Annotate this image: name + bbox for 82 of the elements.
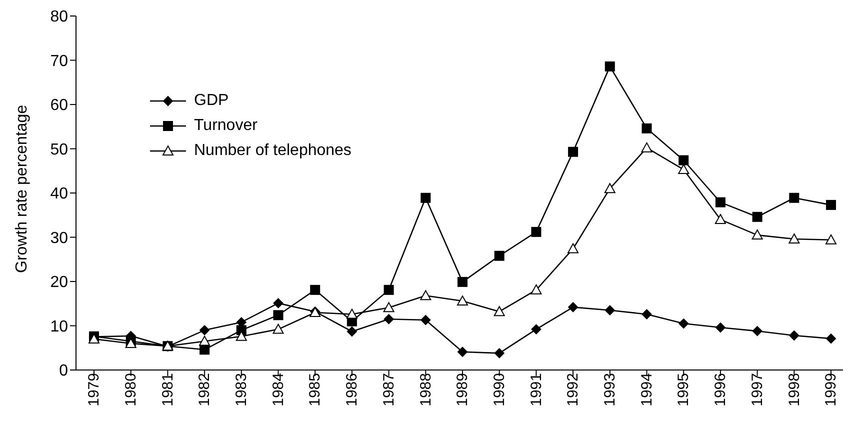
y-tick-label: 50: [50, 141, 68, 158]
point: [752, 326, 762, 336]
point: [826, 234, 836, 244]
y-tick-label: 80: [50, 8, 68, 26]
point: [383, 302, 394, 312]
x-tick-label: 1995: [675, 373, 692, 406]
x-tick-label: 1994: [638, 373, 656, 406]
y-tick-label: 0: [59, 362, 68, 380]
x-tick-label: 1996: [712, 373, 730, 406]
point: [310, 284, 320, 295]
point: [715, 197, 726, 208]
point: [420, 290, 432, 300]
point: [642, 309, 652, 320]
point: [752, 212, 762, 222]
point: [568, 146, 578, 157]
x-tick-label: 1992: [564, 373, 582, 406]
x-tick-label: 1993: [602, 373, 619, 406]
point: [199, 336, 210, 346]
y-tick-label: 70: [50, 52, 68, 70]
point: [346, 308, 358, 319]
point: [678, 318, 689, 329]
x-tick-label: 1988: [417, 373, 434, 406]
point: [531, 324, 542, 334]
x-tick-label: 1983: [233, 373, 250, 406]
x-tick-label: 1984: [270, 373, 287, 406]
point: [272, 324, 284, 334]
point: [678, 164, 690, 174]
point: [200, 344, 210, 355]
point: [826, 200, 836, 210]
point: [715, 322, 726, 333]
point: [789, 192, 800, 203]
legend-label: Number of telephones: [194, 142, 352, 160]
point: [531, 226, 542, 237]
x-tick-label: 1998: [786, 373, 803, 406]
point: [494, 348, 504, 358]
x-tick-label: 1979: [86, 373, 103, 406]
point: [714, 214, 726, 224]
legend-label: Turnover: [194, 116, 258, 134]
point: [789, 330, 800, 340]
point: [420, 315, 431, 325]
x-tick-label: 1986: [344, 373, 361, 406]
point: [678, 155, 689, 166]
point: [384, 284, 394, 295]
point: [458, 276, 468, 287]
point: [826, 334, 836, 344]
point: [273, 298, 284, 308]
point: [568, 243, 579, 254]
point: [458, 346, 468, 357]
x-tick-label: 1981: [159, 373, 176, 406]
y-tick-label: 20: [50, 274, 68, 292]
point: [752, 230, 763, 240]
y-tick-label: 60: [50, 97, 68, 114]
point: [604, 61, 615, 72]
point: [457, 295, 468, 306]
x-tick-label: 1980: [122, 373, 140, 406]
x-tick-label: 1989: [454, 373, 472, 406]
x-tick-label: 1999: [822, 373, 840, 406]
point: [384, 314, 394, 324]
x-tick-label: 1987: [380, 373, 398, 406]
point: [273, 310, 284, 320]
x-tick-label: 1990: [491, 373, 508, 406]
legend-label: GDP: [194, 92, 229, 110]
point: [641, 142, 652, 152]
x-tick-label: 1982: [196, 373, 214, 406]
y-tick-label: 30: [50, 230, 68, 247]
point: [568, 302, 578, 312]
point: [604, 183, 616, 194]
point: [346, 326, 357, 337]
x-tick-label: 1991: [528, 373, 545, 406]
y-tick-label: 10: [50, 318, 68, 336]
point: [604, 305, 615, 316]
y-tick-label: 40: [50, 186, 68, 203]
point: [788, 234, 800, 244]
x-tick-label: 1985: [306, 373, 324, 406]
y-axis-title: Growth rate percentage: [14, 104, 31, 273]
point: [420, 192, 431, 203]
point: [494, 250, 504, 261]
point: [200, 325, 210, 336]
x-tick-label: 1997: [748, 373, 766, 406]
point: [494, 306, 505, 316]
point: [642, 123, 652, 134]
point: [530, 284, 542, 294]
